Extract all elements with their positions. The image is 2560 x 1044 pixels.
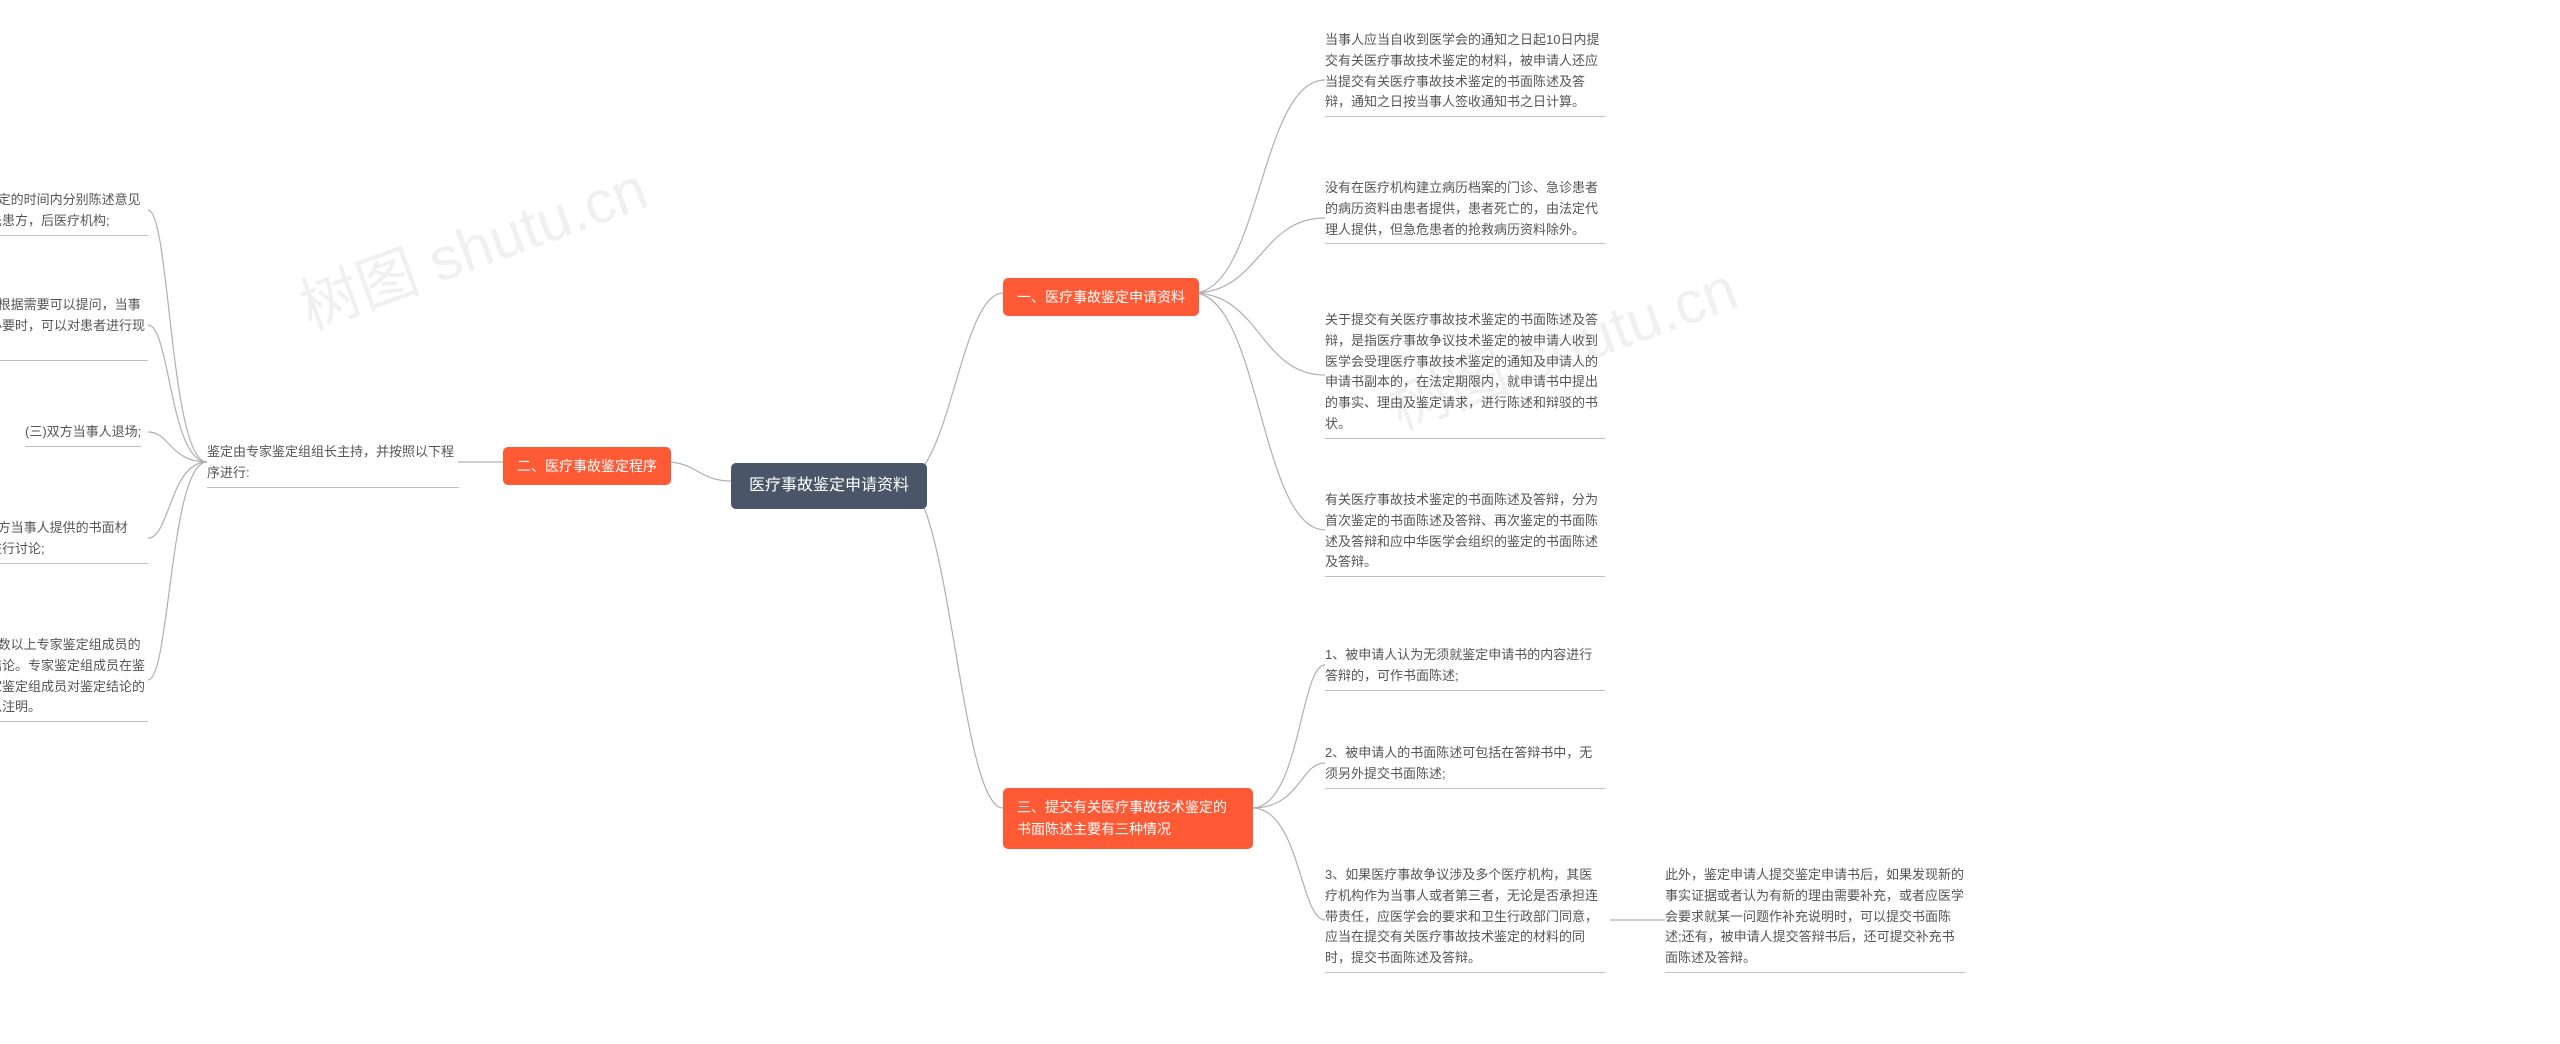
section1-leaf4: 有关医疗事故技术鉴定的书面陈述及答辩，分为首次鉴定的书面陈述及答辩、再次鉴定的书…: [1325, 490, 1605, 577]
section2-node: 二、医疗事故鉴定程序: [503, 447, 671, 485]
section3-leaf2: 2、被申请人的书面陈述可包括在答辩书中，无须另外提交书面陈述;: [1325, 743, 1605, 789]
section1-leaf1: 当事人应当自收到医学会的通知之日起10日内提交有关医疗事故技术鉴定的材料，被申请…: [1325, 30, 1605, 117]
section1-leaf2: 没有在医疗机构建立病历档案的门诊、急诊患者的病历资料由患者提供，患者死亡的，由法…: [1325, 178, 1605, 244]
section3-leaf1: 1、被申请人认为无须就鉴定申请书的内容进行答辩的，可作书面陈述;: [1325, 645, 1605, 691]
section3-leaf3: 3、如果医疗事故争议涉及多个医疗机构，其医疗机构作为当事人或者第三者，无论是否承…: [1325, 865, 1605, 973]
center-node: 医疗事故鉴定申请资料: [731, 463, 927, 509]
section2-leaf1: (一)双方当事人在规定的时间内分别陈述意见和理由。陈述顺序先患方，后医疗机构;: [0, 190, 148, 236]
section2-leaf4: (四)专家鉴定组对双方当事人提供的书面材料、陈述及答辩等进行讨论;: [0, 518, 148, 564]
section3-node: 三、提交有关医疗事故技术鉴定的书面陈述主要有三种情况: [1003, 788, 1253, 849]
section1-leaf3: 关于提交有关医疗事故技术鉴定的书面陈述及答辩，是指医疗事故争议技术鉴定的被申请人…: [1325, 310, 1605, 439]
section2-leaf3: (三)双方当事人退场;: [25, 422, 141, 447]
section2-leaf2: (二)专家鉴定组成员根据需要可以提问，当事人应当如实回答。必要时，可以对患者进行…: [0, 295, 148, 361]
section3-extra: 此外，鉴定申请人提交鉴定申请书后，如果发现新的事实证据或者认为有新的理由需要补充…: [1665, 865, 1965, 973]
section2-leaf5: (五)经合议，根据半数以上专家鉴定组成员的一致意见形成鉴定结论。专家鉴定组成员在…: [0, 635, 148, 722]
section1-node: 一、医疗事故鉴定申请资料: [1003, 278, 1199, 316]
section2-sub: 鉴定由专家鉴定组组长主持，并按照以下程序进行:: [207, 442, 459, 488]
mindmap-edges: [0, 0, 2560, 1044]
